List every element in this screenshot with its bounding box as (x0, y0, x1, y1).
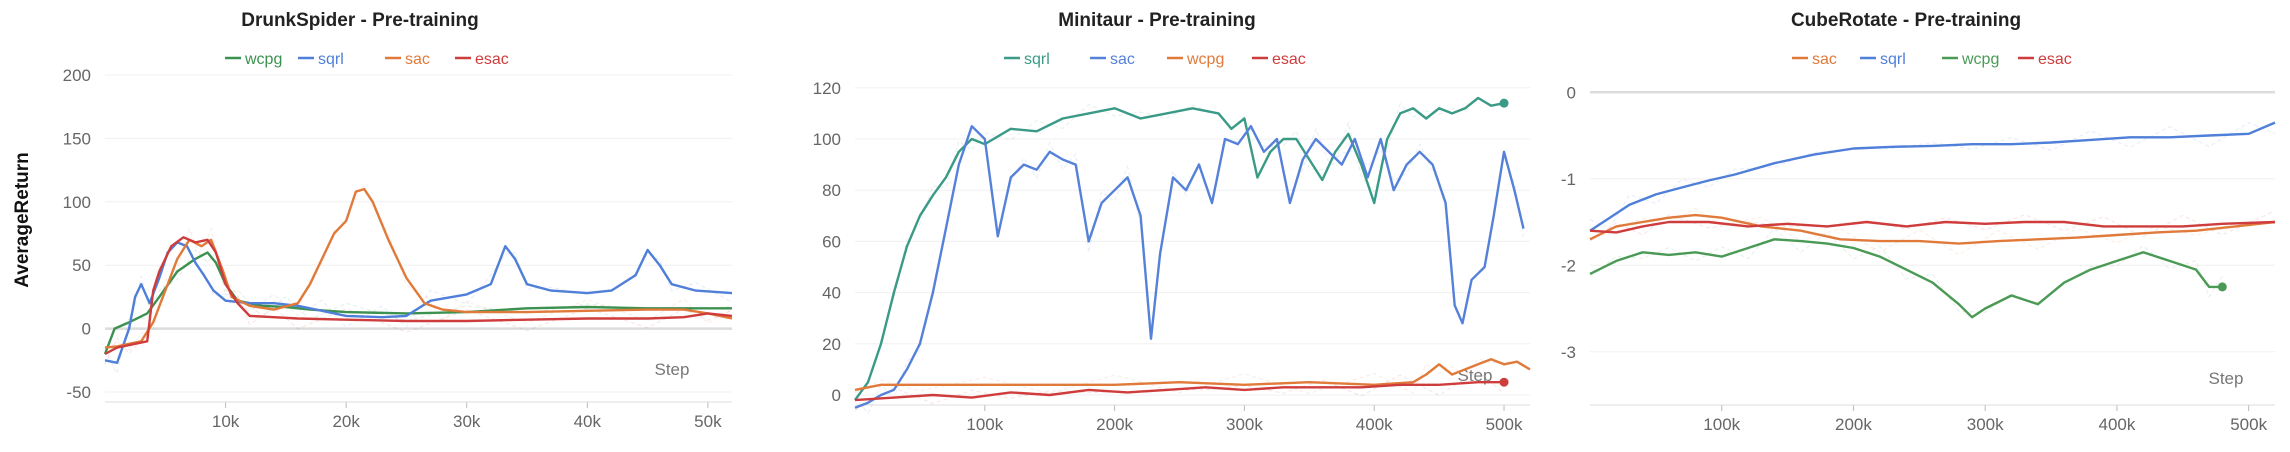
y-tick-label: 0 (82, 320, 91, 339)
series-line-sac (1589, 213, 2276, 245)
legend-label: sac (1812, 51, 1837, 68)
series-line-sqrl (104, 241, 733, 364)
x-axis-label: Step (2209, 369, 2244, 388)
series-line-esac (104, 236, 733, 356)
legend-label: sqrl (1880, 51, 1906, 68)
series-raw-wcpg (1589, 227, 2223, 313)
y-tick-label: 0 (832, 386, 841, 405)
x-tick-label: 300k (1967, 415, 2004, 434)
series-line-sac (104, 187, 733, 349)
y-tick-label: 40 (822, 284, 841, 303)
chart-panel-drunkspider: DrunkSpider - Pre-training wcpg sqrl sac esa… (63, 10, 733, 431)
legend-item-sac[interactable]: sac (1090, 51, 1135, 68)
series-endpoint-esac (1499, 377, 1509, 387)
series-line-sqrl (854, 96, 1505, 401)
legend-label: sqrl (318, 51, 344, 68)
series-endpoint-wcpg (2217, 282, 2227, 292)
series-line-esac (1589, 220, 2276, 234)
series-line-wcpg (854, 358, 1531, 392)
legend-item-esac[interactable]: esac (2018, 51, 2072, 68)
chart-title: DrunkSpider - Pre-training (241, 10, 479, 31)
series-raw-sac (104, 185, 733, 351)
y-tick-label: 200 (63, 66, 91, 85)
legend-item-wcpg[interactable]: wcpg (1167, 51, 1224, 68)
x-tick-label: 30k (453, 412, 481, 431)
y-tick-label: 120 (813, 79, 841, 98)
legend-label: sac (405, 51, 430, 68)
x-tick-label: 40k (574, 412, 602, 431)
x-tick-label: 400k (2098, 415, 2135, 434)
y-tick-label: 0 (1567, 83, 1576, 102)
chart-title: CubeRotate - Pre-training (1791, 10, 2021, 31)
legend-item-esac[interactable]: esac (1252, 51, 1306, 68)
chart-panel-cuberotate: CubeRotate - Pre-training sac sqrl wcpg esac… (1561, 10, 2276, 434)
x-tick-label: 400k (1356, 415, 1393, 434)
legend-label: wcpg (244, 51, 282, 68)
series-line-esac (854, 381, 1504, 402)
y-tick-label: 100 (813, 130, 841, 149)
x-tick-label: 10k (212, 412, 240, 431)
y-axis-title: AverageReturn (12, 152, 33, 288)
y-tick-label: 100 (63, 193, 91, 212)
y-tick-label: -1 (1561, 170, 1576, 189)
series-raw-esac (1589, 210, 2276, 242)
y-tick-label: -3 (1561, 343, 1576, 362)
x-tick-label: 100k (966, 415, 1003, 434)
series-line-sqrl (1589, 121, 2276, 232)
x-tick-label: 500k (1486, 415, 1523, 434)
legend-item-wcpg[interactable]: wcpg (1942, 51, 1999, 68)
y-tick-label: 80 (822, 181, 841, 200)
legend-label: esac (2038, 51, 2072, 68)
x-tick-label: 300k (1226, 415, 1263, 434)
series-raw-sqrl (854, 96, 1505, 401)
series-line-sac (854, 125, 1525, 409)
series-raw-sac (854, 125, 1525, 415)
y-tick-label: 20 (822, 335, 841, 354)
legend-label: sqrl (1024, 51, 1050, 68)
legend-item-sac[interactable]: sac (1792, 51, 1837, 68)
series-line-wcpg (1589, 238, 2223, 319)
legend-item-sqrl[interactable]: sqrl (1860, 51, 1906, 68)
series-raw-sqrl (1589, 121, 2276, 230)
legend-item-esac[interactable]: esac (455, 51, 509, 68)
y-tick-label: 50 (72, 256, 91, 275)
series-endpoint-sqrl (1499, 98, 1509, 108)
legend-label: esac (1272, 51, 1306, 68)
legend-item-sac[interactable]: sac (385, 51, 430, 68)
legend-item-sqrl[interactable]: sqrl (1004, 51, 1050, 68)
legend-label: wcpg (1961, 51, 1999, 68)
y-tick-label: -50 (66, 383, 91, 402)
legend-label: esac (475, 51, 509, 68)
chart-title: Minitaur - Pre-training (1058, 10, 1255, 31)
x-tick-label: 200k (1835, 415, 1872, 434)
chart-panel-minitaur: Minitaur - Pre-training sqrl sac wcpg esac 0 2… (813, 10, 1531, 434)
x-tick-label: 500k (2230, 415, 2267, 434)
legend-label: wcpg (1186, 51, 1224, 68)
x-tick-label: 200k (1096, 415, 1133, 434)
x-axis-label: Step (655, 360, 690, 379)
legend-item-sqrl[interactable]: sqrl (298, 51, 344, 68)
x-tick-label: 50k (694, 412, 722, 431)
x-tick-label: 100k (1703, 415, 1740, 434)
y-tick-label: 150 (63, 129, 91, 148)
legend-label: sac (1110, 51, 1135, 68)
x-tick-label: 20k (332, 412, 360, 431)
legend-item-wcpg[interactable]: wcpg (225, 51, 282, 68)
y-tick-label: -2 (1561, 256, 1576, 275)
y-tick-label: 60 (822, 232, 841, 251)
x-axis-label: Step (1458, 366, 1493, 385)
